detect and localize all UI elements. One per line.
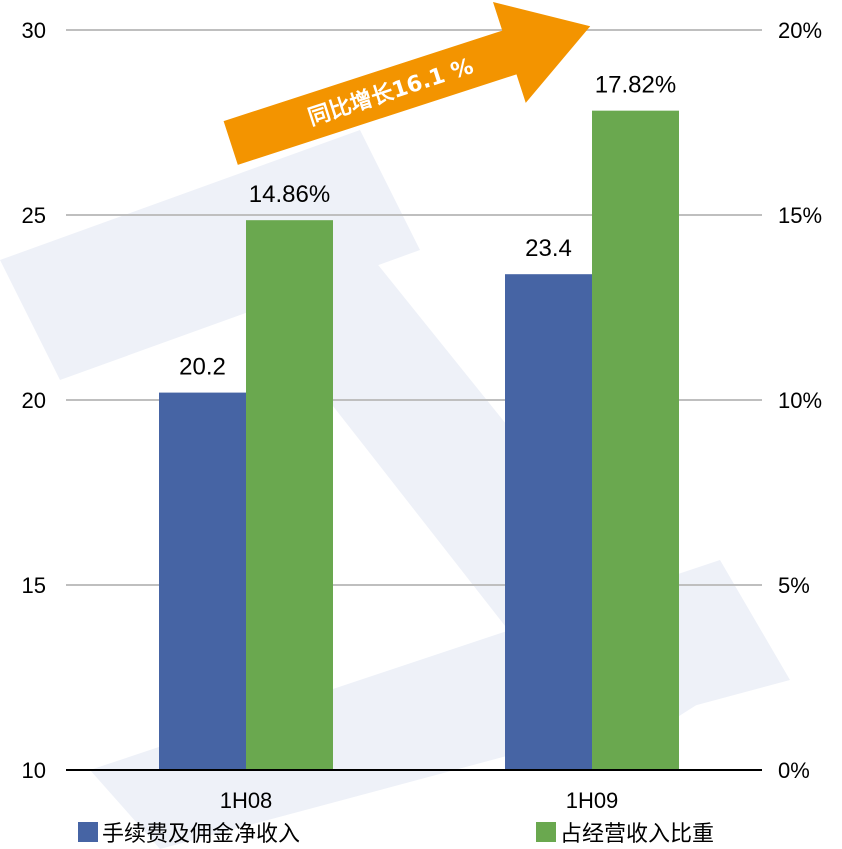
bar-share-1H09	[592, 110, 679, 770]
y-right-tick-label: 15%	[778, 203, 822, 228]
y-right-tick-label: 10%	[778, 388, 822, 413]
y-right-tick-label: 5%	[778, 573, 810, 598]
bar-fee-income-1H09	[505, 274, 592, 770]
data-label: 23.4	[525, 235, 572, 262]
bar-fee-income-1H08	[159, 392, 246, 770]
y-axis-left: 10 15 20 25 30	[22, 18, 46, 783]
x-axis: 1H08 1H09	[66, 769, 762, 813]
bar-share-1H08	[246, 220, 333, 770]
growth-arrow-icon	[223, 2, 591, 165]
x-tick-label: 1H09	[566, 788, 619, 813]
y-left-tick-label: 10	[22, 758, 46, 783]
legend-label: 占经营收入比重	[560, 822, 714, 847]
legend-label: 手续费及佣金净收入	[102, 822, 300, 847]
y-left-tick-label: 30	[22, 18, 46, 43]
y-left-tick-label: 15	[22, 573, 46, 598]
legend-swatch	[78, 822, 98, 842]
data-label: 14.86%	[249, 181, 330, 208]
y-right-tick-label: 0%	[778, 758, 810, 783]
y-left-tick-label: 25	[22, 203, 46, 228]
data-labels: 20.2 14.86% 23.4 17.82%	[179, 72, 676, 381]
y-right-tick-label: 20%	[778, 18, 822, 43]
watermark-shape-left	[0, 130, 420, 380]
bars	[159, 110, 679, 770]
legend-swatch	[536, 822, 556, 842]
y-left-tick-label: 20	[22, 388, 46, 413]
data-label: 17.82%	[595, 72, 676, 99]
legend: 手续费及佣金净收入 占经营收入比重	[78, 822, 714, 847]
y-axis-right: 0% 5% 10% 15% 20%	[778, 18, 822, 783]
x-tick-label: 1H08	[220, 788, 273, 813]
data-label: 20.2	[179, 354, 226, 381]
